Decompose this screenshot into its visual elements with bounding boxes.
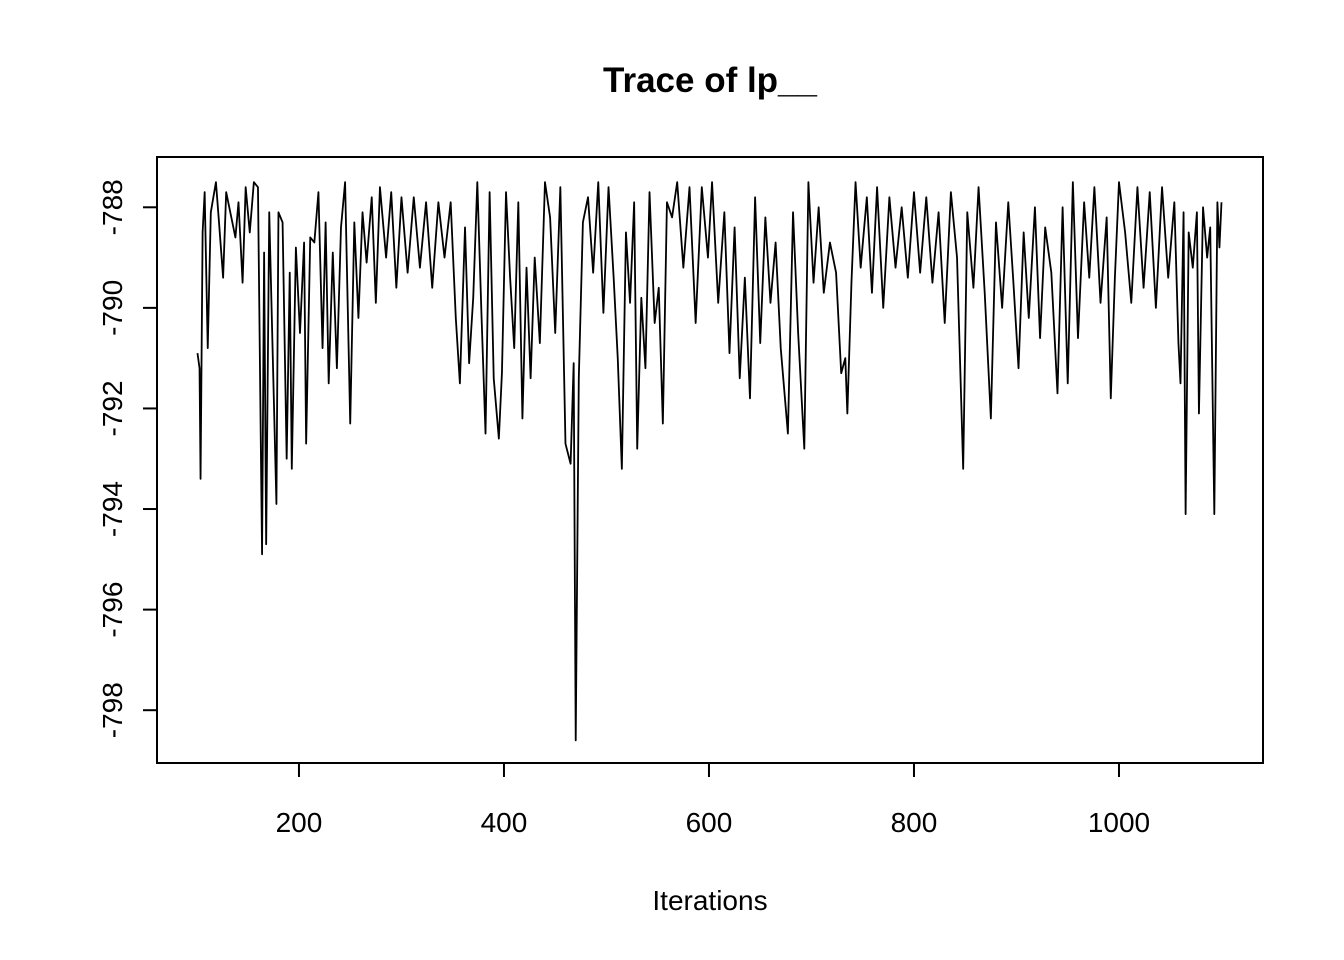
y-tick-label: -794 [97, 481, 128, 537]
y-tick-label: -798 [97, 682, 128, 738]
x-tick-label: 800 [891, 807, 938, 838]
y-tick-label: -792 [97, 380, 128, 436]
x-tick-label: 600 [686, 807, 733, 838]
x-tick-label: 200 [276, 807, 323, 838]
x-tick-label: 1000 [1088, 807, 1150, 838]
chart-title: Trace of lp__ [603, 61, 818, 100]
x-axis-label: Iterations [652, 885, 767, 916]
y-tick-label: -796 [97, 582, 128, 638]
x-tick-label: 400 [481, 807, 528, 838]
trace-line [196, 181, 1223, 742]
y-tick-label: -790 [97, 280, 128, 336]
y-tick-label: -788 [97, 179, 128, 235]
